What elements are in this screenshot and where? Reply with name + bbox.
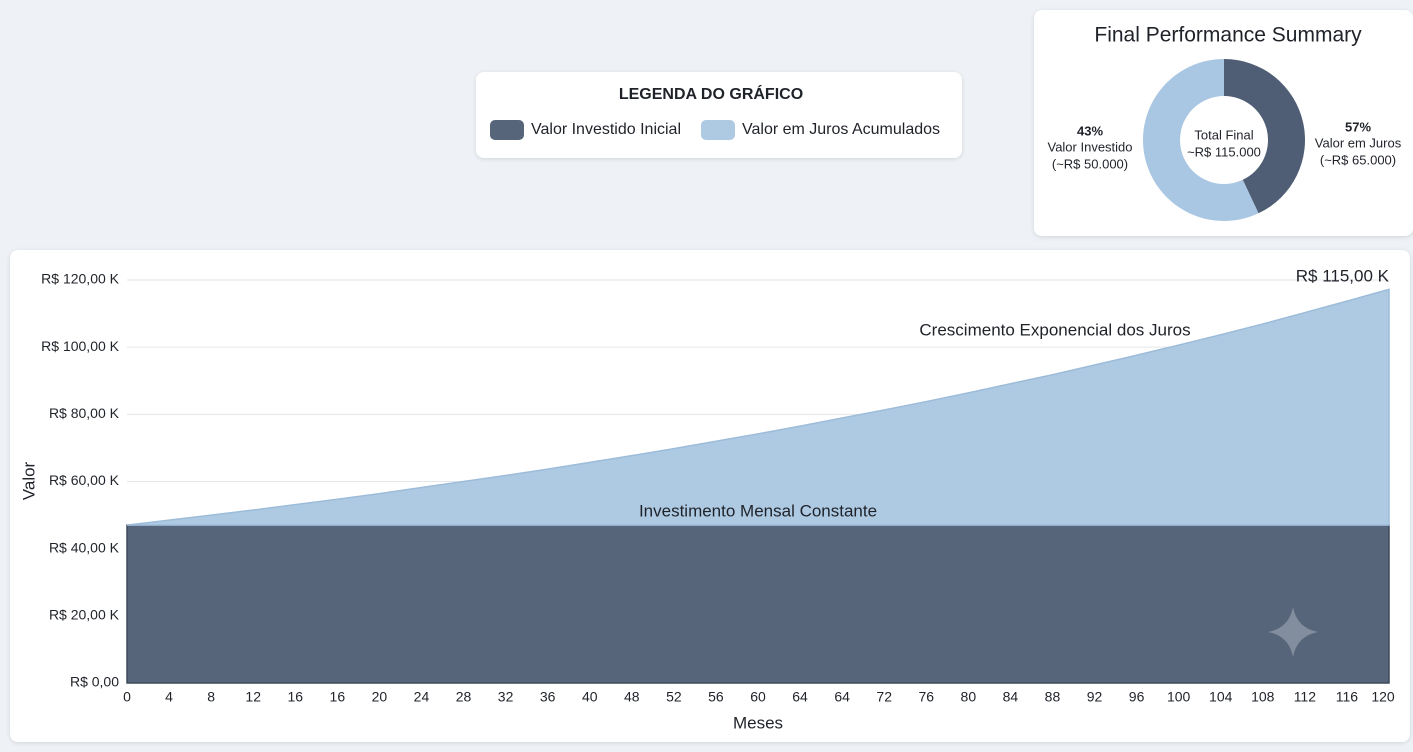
x-tick-label: 60 [750, 689, 766, 705]
x-tick-label: 20 [372, 689, 388, 705]
slice-amount: (~R$ 50.000) [1052, 156, 1128, 171]
summary-title: Final Performance Summary [1094, 24, 1362, 47]
summary-card [1034, 10, 1413, 236]
x-axis-label: Meses [733, 713, 783, 732]
legend-title: LEGENDA DO GRÁFICO [619, 84, 803, 103]
content: LEGENDA DO GRÁFICO Valor Investido Inicia… [19, 24, 1401, 733]
legend-label: Valor Investido Inicial [531, 121, 681, 138]
slice-name: Valor Investido [1047, 139, 1132, 154]
area-series [126, 288, 1390, 526]
x-tick-label: 112 [1294, 689, 1317, 705]
x-tick-label: 56 [708, 689, 724, 705]
x-tick-label: 96 [1129, 689, 1145, 705]
x-tick-label: 48 [624, 689, 640, 705]
donut-center-label: ~R$ 115.000 [1187, 144, 1261, 159]
x-tick-label: 88 [1045, 689, 1061, 705]
x-tick-label: 64 [792, 689, 808, 705]
x-tick-label: 80 [961, 689, 977, 705]
x-tick-label: 32 [498, 689, 514, 705]
x-tick-label: 4 [165, 689, 173, 705]
x-tick-label: 40 [582, 689, 598, 705]
x-tick-label: 8 [207, 689, 215, 705]
y-tick-label: R$ 120,00 K [41, 271, 119, 287]
y-tick-label: R$ 100,00 K [41, 338, 119, 354]
slice-value-label: 43% [1077, 123, 1103, 138]
donut-slice [1143, 58, 1259, 221]
annotation: Investimento Mensal Constante [639, 501, 877, 520]
slice-name: Valor em Juros [1315, 135, 1402, 150]
legend-label: Valor em Juros Acumulados [742, 121, 940, 138]
y-tick-label: R$ 0,00 [70, 674, 119, 690]
x-tick-label: 0 [123, 689, 131, 705]
legend-swatch [490, 120, 524, 140]
donut-center-label: Total Final [1194, 127, 1253, 142]
x-tick-label: 76 [918, 689, 934, 705]
y-tick-label: R$ 80,00 K [49, 405, 120, 421]
x-tick-label: 104 [1209, 689, 1233, 705]
slice-value-label: 57% [1345, 119, 1371, 134]
x-tick-label: 64 [834, 689, 850, 705]
y-tick-label: R$ 20,00 K [49, 607, 120, 623]
legend-swatch [701, 120, 735, 140]
donut-slice [1224, 59, 1305, 214]
x-tick-label: 72 [876, 689, 892, 705]
legend-card [476, 72, 962, 158]
x-tick-label: 16 [287, 689, 303, 705]
x-tick-label: 16 [330, 689, 346, 705]
x-tick-label: 28 [456, 689, 472, 705]
x-tick-label: 12 [245, 689, 261, 705]
area-series [126, 524, 1390, 684]
y-tick-label: R$ 60,00 K [49, 472, 120, 488]
x-tick-label: 52 [666, 689, 682, 705]
sparkle-icon [1268, 607, 1318, 657]
x-tick-label: 120 [1371, 689, 1395, 705]
x-tick-label: 92 [1087, 689, 1103, 705]
x-tick-label: 116 [1336, 689, 1359, 705]
y-tick-label: R$ 40,00 K [49, 539, 120, 555]
x-tick-label: 24 [414, 689, 430, 705]
annotation: R$ 115,00 K [1296, 266, 1390, 285]
x-tick-label: 36 [540, 689, 556, 705]
x-tick-label: 108 [1251, 689, 1275, 705]
x-tick-label: 100 [1167, 689, 1191, 705]
y-axis-label: Valor [19, 461, 38, 500]
slice-amount: (~R$ 65.000) [1320, 152, 1396, 167]
x-tick-label: 84 [1003, 689, 1019, 705]
annotation: Crescimento Exponencial dos Juros [919, 320, 1190, 339]
